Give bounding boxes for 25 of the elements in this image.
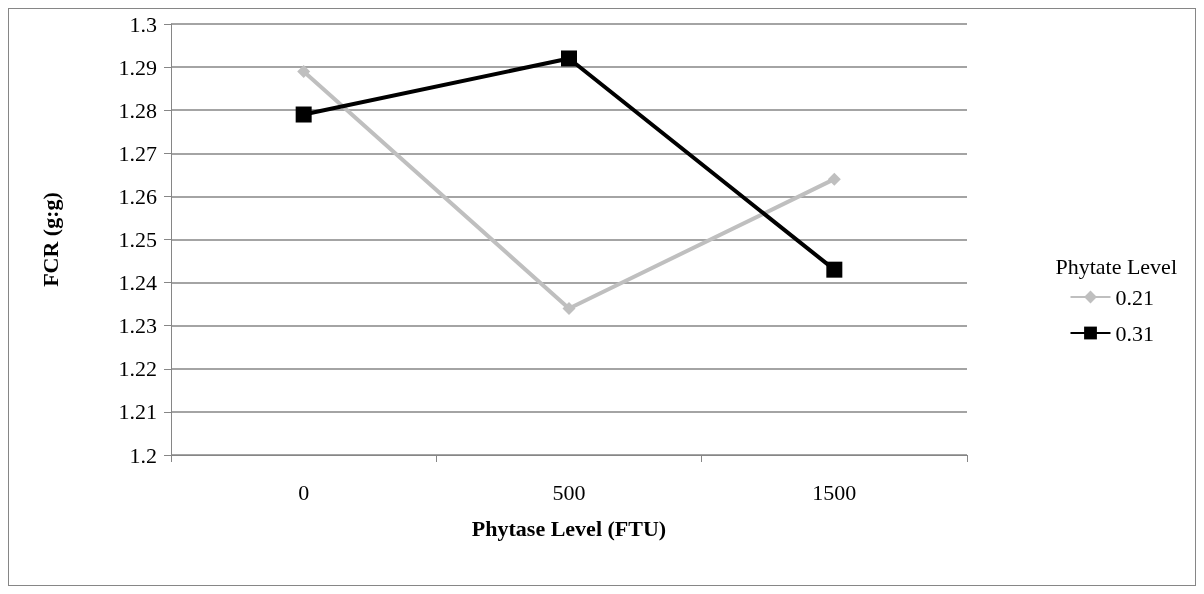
y-tick-label: 1.24	[118, 270, 157, 296]
y-axis-title: FCR (g:g)	[37, 192, 63, 287]
y-tick-label: 1.22	[118, 356, 157, 382]
y-tick-label: 1.25	[118, 227, 157, 252]
x-axis-title: Phytase Level (FTU)	[471, 515, 667, 541]
point	[561, 50, 577, 67]
point	[827, 172, 841, 186]
x-tick-label: 500	[552, 479, 586, 505]
y-tick-label: 1.29	[118, 54, 157, 80]
point	[297, 64, 311, 78]
point	[826, 261, 843, 278]
point	[295, 106, 312, 123]
y-tick-label: 1.28	[118, 97, 157, 123]
y-tick-label: 1.2	[129, 442, 157, 468]
x-tick-label: 1500	[812, 479, 857, 505]
y-tick-label: 1.23	[118, 313, 157, 339]
x-tick-label: 0	[298, 479, 310, 505]
legend-label: 0.21	[1115, 284, 1154, 310]
y-tick-label: 1.27	[118, 140, 157, 166]
point	[562, 301, 576, 315]
legend-title: Phytate Level	[1055, 253, 1178, 279]
legend-label: 0.31	[1115, 320, 1154, 346]
y-tick-label: 1.21	[118, 399, 157, 425]
y-tick-label: 1.3	[129, 11, 157, 37]
y-tick-label: 1.26	[118, 183, 157, 209]
